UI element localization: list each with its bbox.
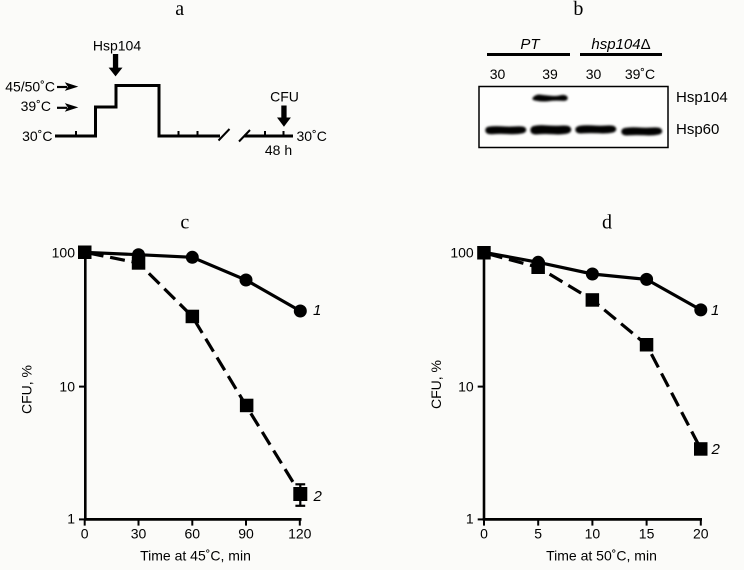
- svg-text:2: 2: [313, 488, 323, 505]
- svg-text:30: 30: [490, 66, 506, 82]
- svg-text:39: 39: [542, 66, 558, 82]
- svg-text:Time at 50˚C, min: Time at 50˚C, min: [546, 548, 657, 564]
- svg-text:Time at 45˚C, min: Time at 45˚C, min: [140, 548, 251, 564]
- svg-text:30˚C: 30˚C: [22, 128, 52, 144]
- svg-text:CFU: CFU: [270, 89, 299, 105]
- svg-text:30: 30: [586, 66, 602, 82]
- svg-text:10: 10: [59, 379, 75, 395]
- svg-text:1: 1: [466, 511, 474, 527]
- svg-text:10: 10: [458, 379, 474, 395]
- svg-text:Hsp60: Hsp60: [676, 121, 719, 138]
- svg-text:100: 100: [52, 245, 76, 261]
- svg-text:90: 90: [238, 526, 254, 542]
- svg-text:120: 120: [288, 526, 312, 542]
- svg-text:a: a: [175, 0, 184, 20]
- svg-text:48 h: 48 h: [265, 142, 292, 158]
- svg-text:Hsp104: Hsp104: [93, 38, 141, 54]
- svg-text:1: 1: [67, 511, 75, 527]
- svg-text:2: 2: [711, 441, 721, 458]
- svg-text:45/50˚C: 45/50˚C: [5, 79, 55, 95]
- svg-text:5: 5: [534, 526, 542, 542]
- svg-text:PT: PT: [520, 36, 541, 53]
- svg-text:39˚C: 39˚C: [625, 66, 655, 82]
- svg-text:b: b: [573, 0, 583, 20]
- svg-text:30: 30: [131, 526, 147, 542]
- svg-text:20: 20: [693, 526, 709, 542]
- svg-text:0: 0: [81, 526, 89, 542]
- svg-text:15: 15: [639, 526, 655, 542]
- svg-text:1: 1: [313, 302, 321, 319]
- svg-text:39˚C: 39˚C: [21, 98, 51, 114]
- svg-text:10: 10: [585, 526, 601, 542]
- svg-text:1: 1: [711, 302, 719, 319]
- svg-text:Hsp104: Hsp104: [676, 89, 728, 106]
- svg-text:100: 100: [450, 245, 474, 261]
- svg-text:hsp104Δ: hsp104Δ: [591, 36, 650, 53]
- svg-text:c: c: [180, 212, 189, 234]
- svg-text:0: 0: [480, 526, 488, 542]
- svg-text:CFU, %: CFU, %: [428, 360, 444, 409]
- svg-text:60: 60: [185, 526, 201, 542]
- svg-text:CFU, %: CFU, %: [19, 365, 35, 414]
- svg-text:30˚C: 30˚C: [297, 128, 327, 144]
- svg-text:d: d: [602, 212, 612, 234]
